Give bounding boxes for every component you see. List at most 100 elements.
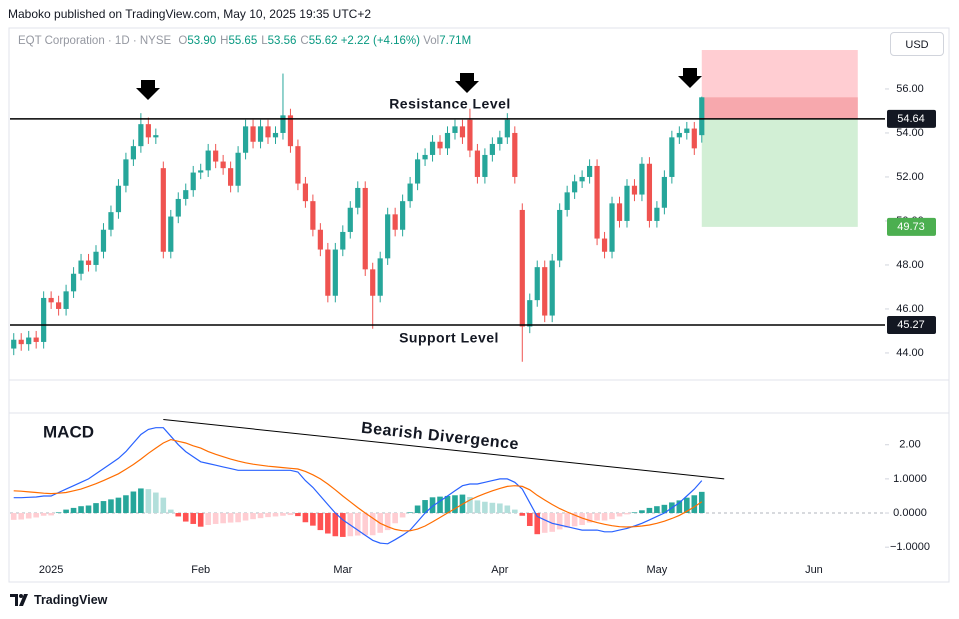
y-tick-label: 46.00	[896, 303, 924, 315]
candle-body	[295, 146, 301, 184]
candle-body	[228, 168, 234, 186]
histogram-bar	[190, 513, 197, 524]
candle-body	[684, 128, 690, 133]
histogram-bar	[414, 505, 421, 514]
currency-button[interactable]: USD	[890, 32, 944, 56]
y-tick-label: −1.0000	[890, 541, 930, 553]
histogram-bar	[167, 509, 174, 514]
ohlc-key: H	[220, 35, 229, 47]
candle-body	[41, 297, 47, 342]
histogram-bar	[586, 513, 593, 523]
candle-body	[407, 183, 413, 202]
histogram-bar	[115, 497, 122, 514]
candle-body	[11, 339, 17, 349]
candle-body	[93, 251, 99, 265]
candle-body	[429, 141, 436, 155]
histogram-bar	[235, 513, 241, 523]
y-tick-label: 54.00	[896, 127, 924, 139]
macd-line	[13, 438, 703, 532]
histogram-bar	[310, 513, 316, 526]
candle-body	[272, 132, 279, 138]
candle-body	[377, 258, 383, 296]
histogram-bar	[78, 506, 84, 514]
arrow-down	[455, 73, 479, 93]
price-label: 49.73	[897, 221, 925, 233]
candle-body	[489, 143, 495, 155]
candle-body	[564, 192, 570, 210]
histogram-bar	[287, 513, 294, 516]
histogram-bar	[123, 495, 129, 514]
candle-body	[242, 126, 249, 153]
histogram-bar	[10, 513, 17, 520]
histogram-bar	[63, 509, 69, 514]
candle-body	[534, 267, 540, 301]
histogram-bar	[212, 513, 219, 524]
histogram-bar	[40, 513, 47, 516]
candle-body	[527, 300, 533, 327]
candle-body	[302, 183, 309, 202]
histogram-bar	[369, 513, 376, 536]
candle-body	[33, 337, 39, 342]
candle-body	[624, 185, 630, 221]
histogram-bar	[429, 497, 436, 514]
symbol-legend: EQT Corporation · 1D · NYSE O53.90 H55.65…	[18, 35, 471, 47]
candle-body	[646, 163, 653, 221]
change: +2.22 (+4.16%)	[340, 35, 420, 47]
candle-body	[235, 152, 241, 186]
histogram-bar	[227, 513, 234, 523]
histogram-bar	[384, 513, 391, 531]
position-layer	[701, 50, 858, 227]
histogram-bar	[130, 491, 137, 514]
histogram-bar	[48, 513, 54, 516]
candle-body	[661, 176, 667, 208]
candle-body	[355, 187, 361, 208]
level-label: Support Level	[399, 330, 499, 346]
candle-body	[145, 124, 151, 138]
candle-body	[572, 181, 578, 193]
histogram-bar	[85, 505, 92, 514]
x-tick-label: Feb	[191, 564, 210, 576]
histogram-bar	[661, 504, 668, 514]
candle-body	[108, 212, 114, 230]
candle-body	[519, 209, 525, 327]
candle-body	[332, 249, 338, 296]
histogram-bar	[534, 513, 541, 535]
chart-frame	[8, 27, 950, 583]
candle-body	[250, 126, 256, 142]
candle-body	[579, 176, 585, 182]
price-label-box	[887, 316, 936, 335]
histogram-bar	[631, 512, 638, 514]
candle-body	[362, 187, 368, 270]
histogram-bar	[325, 513, 331, 534]
candle-body	[56, 302, 62, 309]
y-tick-label: 2.00	[899, 439, 920, 451]
histogram-bar	[392, 513, 398, 524]
candle-body	[392, 214, 398, 230]
histogram-bar	[55, 512, 62, 514]
candle-body	[317, 229, 323, 250]
histogram-bar	[70, 507, 77, 514]
candle-body	[153, 135, 159, 138]
candle-body	[287, 115, 294, 147]
candle-body	[63, 291, 69, 309]
candle-body	[85, 260, 92, 265]
candle-body	[699, 97, 705, 136]
candle-body	[48, 297, 54, 303]
candle-body	[220, 161, 226, 169]
ohlc-key: C	[300, 35, 309, 47]
histogram-bar	[556, 513, 563, 530]
indicator-title: MACD	[43, 422, 94, 441]
volume-key: Vol	[423, 35, 440, 47]
histogram-bar	[302, 513, 309, 523]
x-tick-label: May	[647, 564, 668, 576]
price-label: 54.64	[897, 113, 925, 125]
candle-body	[497, 137, 503, 144]
candle-body	[160, 168, 166, 252]
histogram-bar	[295, 513, 301, 517]
candle-body	[512, 132, 518, 177]
histogram-bar	[407, 512, 413, 514]
price-label-box	[887, 217, 936, 236]
x-tick-label: 2025	[39, 564, 63, 576]
